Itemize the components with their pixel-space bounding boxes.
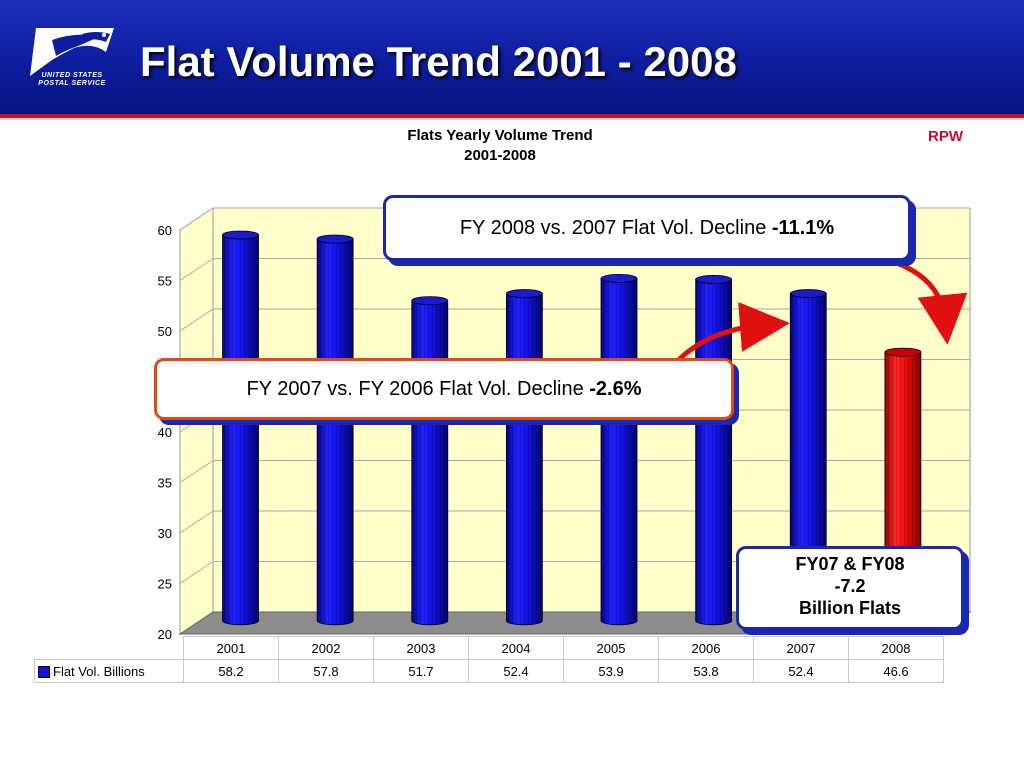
data-table-corner (35, 637, 184, 660)
y-tick-label: 55 (158, 274, 172, 289)
legend-entry: Flat Vol. Billions (34, 659, 184, 683)
bar-texture-2003 (411, 300, 448, 625)
rpw-tag: RPW (928, 128, 963, 145)
bar-2001 (222, 230, 259, 626)
table-value-2001: 58.2 (183, 659, 279, 683)
usps-eagle-logo (30, 28, 114, 76)
bar-2006 (695, 275, 733, 626)
callout-total-line1: FY07 & FY08 (795, 554, 905, 574)
y-tick-label: 20 (158, 627, 172, 642)
callout-fy07-text: FY 2007 vs. FY 2006 Flat Vol. Decline (246, 378, 590, 400)
usps-logo-text: UNITED STATES POSTAL SERVICE (38, 72, 106, 87)
y-tick-label: 40 (158, 425, 172, 440)
table-value-2008: 46.6 (848, 659, 944, 683)
header-divider-red (0, 114, 1024, 118)
callout-fy07-value: -2.6% (589, 378, 642, 400)
table-value-2002: 57.8 (278, 659, 374, 683)
table-year-2006: 2006 (658, 636, 754, 660)
chart-title: Flats Yearly Volume Trend 2001-2008 (330, 126, 670, 166)
bar-2004 (505, 289, 543, 626)
page-title: Flat Volume Trend 2001 - 2008 (140, 38, 737, 85)
bar-top-2005 (600, 274, 638, 283)
bar-texture-2005 (601, 278, 638, 625)
bar-top-2001 (222, 230, 259, 240)
callout-total-decline: FY07 & FY08 -7.2 Billion Flats (736, 546, 964, 630)
bar-top-2006 (695, 275, 733, 284)
table-year-2002: 2002 (278, 636, 374, 660)
callout-fy08-text: FY 2008 vs. 2007 Flat Vol. Decline (459, 217, 772, 239)
table-year-2008: 2008 (848, 636, 944, 660)
bar-texture-2007 (790, 293, 827, 625)
table-value-2004: 52.4 (468, 659, 564, 683)
chart-title-main: Flats Yearly Volume Trend (407, 127, 593, 144)
data-table-header-row: 2001 2002 2003 2004 2005 2006 2007 2008 (35, 636, 944, 660)
bar-top-2004 (505, 289, 543, 298)
gridline-side-55 (179, 258, 214, 281)
y-tick-label: 60 (158, 223, 172, 238)
bar-top-2003 (411, 296, 449, 306)
y-tick-label: 50 (158, 324, 172, 339)
gridline-side-25 (179, 561, 214, 584)
y-tick-label: 35 (158, 476, 172, 491)
table-value-2007: 52.4 (753, 659, 849, 683)
y-tick-label: 30 (158, 526, 172, 541)
callout-fy07-decline: FY 2007 vs. FY 2006 Flat Vol. Decline -2… (154, 358, 734, 420)
chart-subtitle: 2001-2008 (464, 147, 536, 164)
table-year-2001: 2001 (183, 636, 279, 660)
bar-texture-2002 (317, 239, 354, 625)
bar-top-2002 (316, 234, 354, 244)
table-year-2005: 2005 (563, 636, 659, 660)
legend-swatch (38, 666, 50, 679)
callout-total-line3: Billion Flats (798, 598, 901, 618)
bar-top-2008 (884, 347, 922, 357)
bar-top-2007 (789, 289, 827, 298)
callout-fy08-value: -11.1% (771, 217, 835, 239)
chart-data-table: 2001 2002 2003 2004 2005 2006 2007 2008 Flat Vo… (34, 636, 944, 683)
table-value-2005: 53.9 (563, 659, 659, 683)
gridline-side-30 (179, 510, 214, 534)
bar-2003 (411, 296, 449, 626)
callout-fy08-decline: FY 2008 vs. 2007 Flat Vol. Decline -11.1… (383, 195, 911, 261)
callout-total-line2: -7.2 (834, 576, 866, 596)
data-table-value-row: Flat Vol. Billions 58.2 57.8 51.7 52.4 53.9 5… (34, 659, 944, 683)
gridline-side-60 (179, 207, 214, 231)
table-value-2003: 51.7 (373, 659, 469, 683)
bar-texture-2004 (506, 293, 543, 625)
bar-2002 (316, 234, 354, 626)
bar-texture-2001 (222, 234, 259, 625)
header-divider-gray (0, 118, 1024, 120)
gridline-side-35 (179, 460, 214, 483)
table-year-2004: 2004 (468, 636, 564, 660)
legend-label: Flat Vol. Billions (53, 663, 145, 679)
gridline-side-50 (179, 308, 214, 332)
bar-2005 (600, 274, 638, 626)
y-tick-label: 25 (158, 577, 172, 592)
table-year-2007: 2007 (753, 636, 849, 660)
table-value-2006: 53.8 (658, 659, 754, 683)
slide-header (0, 0, 1024, 114)
table-year-2003: 2003 (373, 636, 469, 660)
